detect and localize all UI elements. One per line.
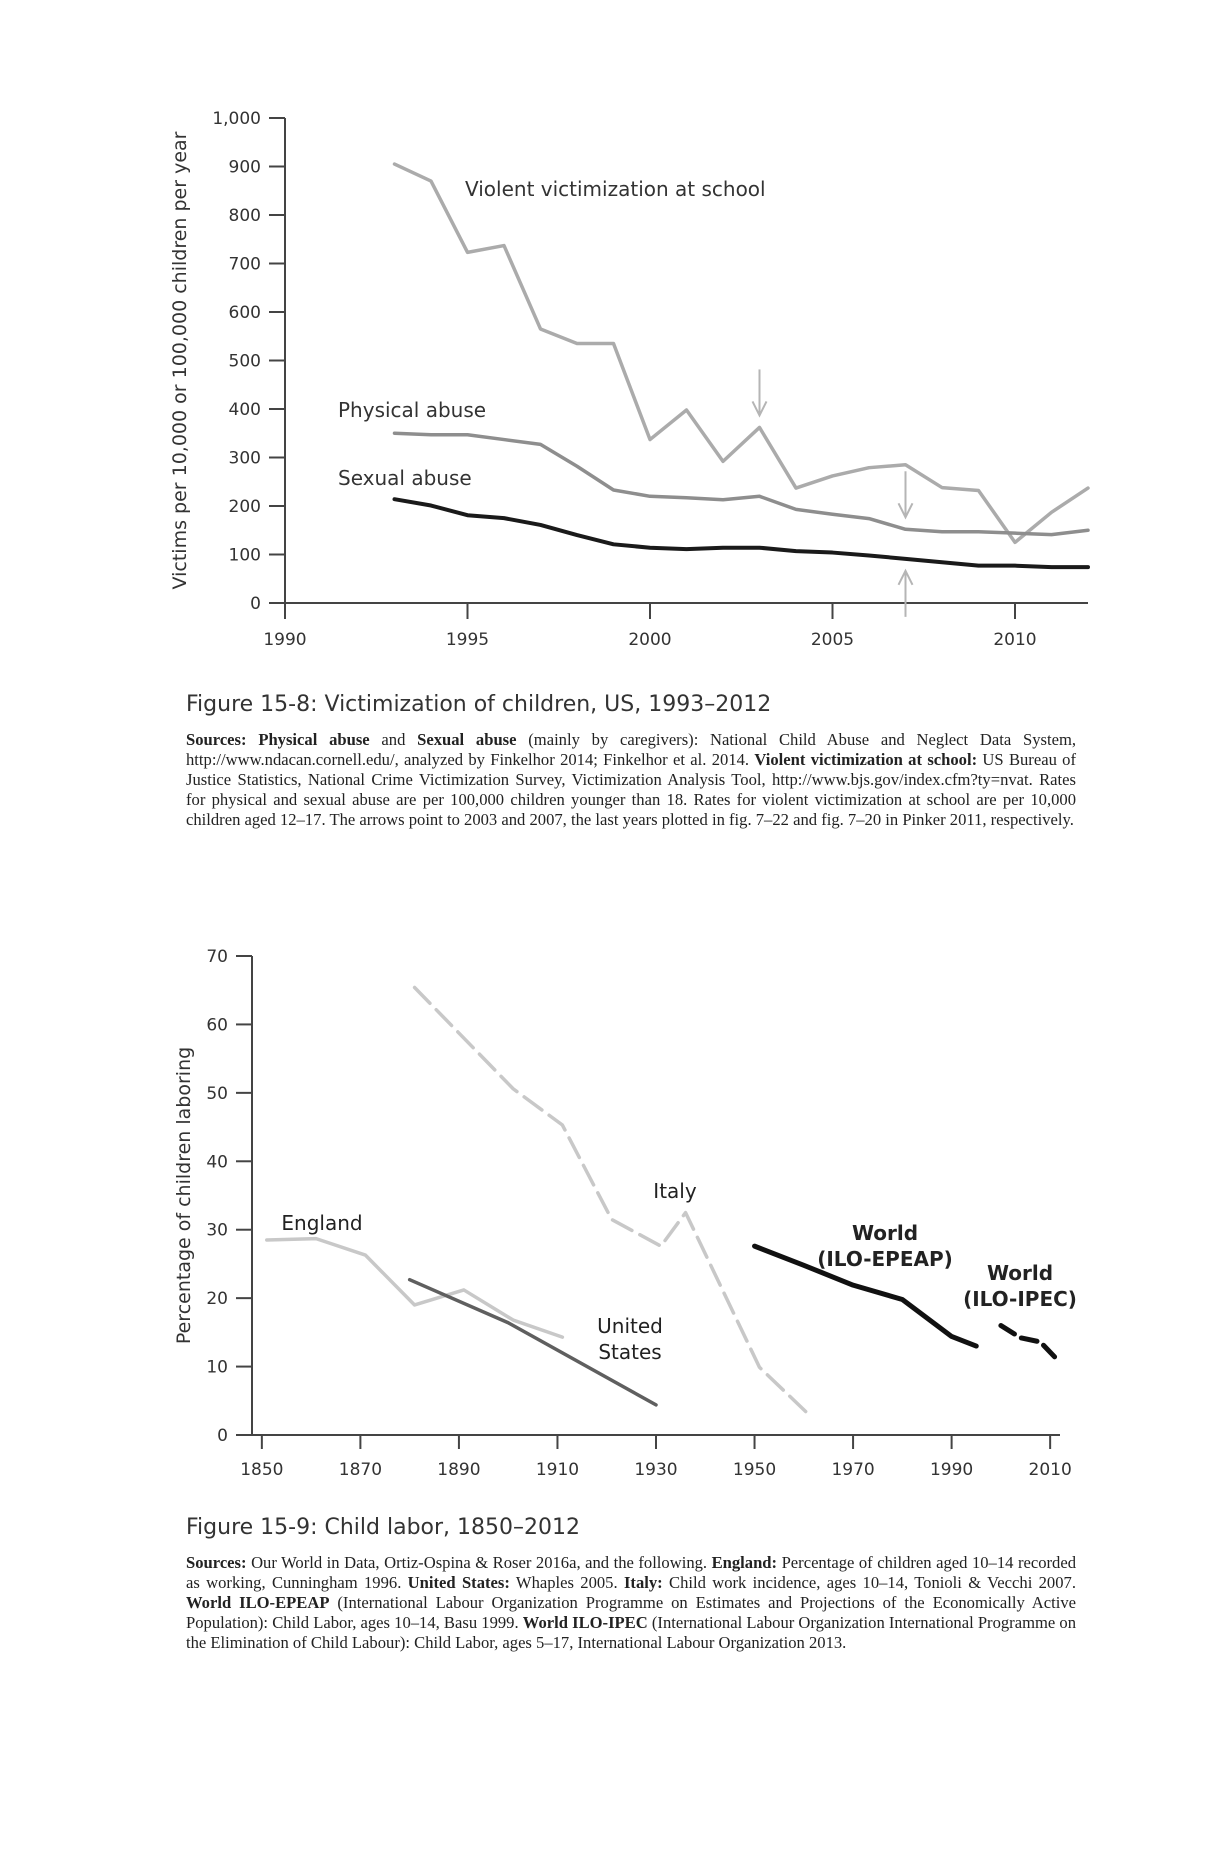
- series-line-united-states: [407, 1277, 658, 1407]
- y-tick-label: 800: [229, 206, 261, 226]
- source-term: Sexual abuse: [417, 730, 517, 749]
- series-label-line: (ILO-EPEAP): [817, 1247, 953, 1271]
- child-labor-chart-svg: 0 10 20 30 40 50 60 70 1850 1870 1890 1910 1930 1950 1…: [173, 947, 1077, 1480]
- x-tick-label: 1950: [733, 1460, 776, 1480]
- series-label-line: States: [598, 1340, 661, 1364]
- y-tick-label: 50: [206, 1084, 228, 1104]
- source-term: England:: [711, 1553, 778, 1572]
- x-tick-label: 2010: [1029, 1460, 1072, 1480]
- y-tick-label: 0: [250, 594, 261, 614]
- series-label-england: England: [281, 1211, 362, 1235]
- y-tick-label: 60: [206, 1015, 228, 1035]
- x-tick-label: 1995: [446, 630, 489, 650]
- series-label-line: England: [281, 1211, 362, 1235]
- arrow-2007-up: [897, 568, 914, 617]
- series-line-italy: [412, 985, 811, 1417]
- y-tick-label: 300: [229, 449, 261, 469]
- series-line-world-ilo-ipec: [998, 1323, 1063, 1365]
- victimization-chart-svg: 0 100 200 300 400 500 600 700 800 900 1,000 1990 199…: [169, 109, 1090, 650]
- y-tick-label: 20: [206, 1289, 228, 1309]
- figure-15-8-title: Figure 15-8: Victimization of children, …: [186, 692, 772, 717]
- y-tick-label: 0: [217, 1426, 228, 1446]
- sources-label: Sources:: [186, 1553, 247, 1572]
- x-tick-label: 1990: [930, 1460, 973, 1480]
- source-term: World ILO-EPEAP: [186, 1593, 330, 1612]
- y-tick-label: 200: [229, 497, 261, 517]
- y-tick-label: 40: [206, 1152, 228, 1172]
- sources-label: Sources:: [186, 730, 247, 749]
- y-tick-label: 70: [206, 947, 228, 967]
- figure-15-8-sources: Sources: Physical abuse and Sexual abuse…: [186, 730, 1076, 830]
- x-tick-label: 1910: [536, 1460, 579, 1480]
- series-line-world-ilo-epeap: [752, 1243, 979, 1349]
- arrow-head: [751, 400, 768, 418]
- x-tick-label: 1970: [831, 1460, 874, 1480]
- series-line-england: [265, 1236, 565, 1339]
- source-term: United States:: [407, 1573, 510, 1592]
- y-axis-label: Percentage of children laboring: [173, 1047, 195, 1344]
- x-tick-label: 1850: [240, 1460, 283, 1480]
- x-tick-label: 2000: [628, 630, 671, 650]
- series-line-sexual-abuse: [392, 497, 1090, 570]
- source-text: (International Labour Organization Inter…: [186, 1613, 1077, 1652]
- series-label-violent-victimization-at-school: Violent victimization at school: [465, 177, 766, 201]
- source-term: Violent victimization at school:: [754, 750, 978, 769]
- y-tick-label: 100: [229, 546, 261, 566]
- source-term: World ILO-IPEC: [522, 1613, 648, 1632]
- series-line-violent-victimization-at-school: [392, 162, 1090, 545]
- series-label-line: United: [597, 1314, 663, 1338]
- source-term: Italy:: [623, 1573, 663, 1592]
- series-label-line: Italy: [653, 1179, 697, 1203]
- series-label-sexual-abuse: Sexual abuse: [338, 466, 472, 490]
- x-tick-label: 1990: [263, 630, 306, 650]
- series-label-physical-abuse: Physical abuse: [338, 398, 486, 422]
- x-tick-label: 2005: [811, 630, 854, 650]
- source-text: US Bureau of Justice Statistics, Nationa…: [186, 750, 1076, 829]
- x-tick-label: 2010: [993, 630, 1036, 650]
- source-text: Percentage of children aged 10–14 record…: [186, 1553, 1076, 1592]
- arrow-head: [897, 502, 914, 520]
- y-tick-label: 400: [229, 400, 261, 420]
- y-tick-label: 30: [206, 1221, 228, 1241]
- source-term: Physical abuse: [258, 730, 370, 749]
- source-text: and: [369, 730, 418, 749]
- source-text: (International Labour Organization Progr…: [186, 1593, 1076, 1632]
- arrow-2007-down: [897, 471, 914, 520]
- series-label-line: World: [852, 1221, 918, 1245]
- series-label-world-ilo-epeap: World (ILO-EPEAP): [817, 1221, 953, 1271]
- source-text: Whaples 2005.: [509, 1573, 624, 1592]
- arrow-head: [897, 568, 914, 586]
- figure-15-9-sources: Sources: Our World in Data, Ortiz-Ospina…: [186, 1553, 1076, 1653]
- arrow-2003-down: [751, 369, 768, 418]
- series-label-united-states: United States: [597, 1314, 663, 1364]
- y-tick-label: 1,000: [212, 109, 261, 129]
- y-tick-label: 10: [206, 1358, 228, 1378]
- x-tick-label: 1930: [634, 1460, 677, 1480]
- series-line-physical-abuse: [392, 431, 1090, 537]
- y-tick-label: 600: [229, 303, 261, 323]
- source-text: Child work incidence, ages 10–14, Toniol…: [662, 1573, 1076, 1592]
- y-tick-label: 900: [229, 158, 261, 178]
- series-label-line: (ILO-IPEC): [963, 1287, 1077, 1311]
- y-axis-label: Victims per 10,000 or 100,000 children p…: [169, 131, 191, 589]
- x-tick-label: 1870: [339, 1460, 382, 1480]
- source-text: Our World in Data, Ortiz-Ospina & Roser …: [246, 1553, 712, 1572]
- source-text: (mainly by caregivers): National Child A…: [186, 730, 1076, 769]
- x-tick-label: 1890: [437, 1460, 480, 1480]
- figure-15-9-title: Figure 15-9: Child labor, 1850–2012: [186, 1515, 581, 1540]
- child-labor-chart: 0 10 20 30 40 50 60 70 1850 1870 1890 1910 1930 1950 1…: [0, 940, 1225, 1500]
- series-label-line: World: [987, 1261, 1053, 1285]
- y-tick-label: 500: [229, 352, 261, 372]
- series-label-world-ilo-ipec: World (ILO-IPEC): [963, 1261, 1077, 1311]
- series-label-italy: Italy: [653, 1179, 697, 1203]
- victimization-chart: 0 100 200 300 400 500 600 700 800 900 1,000 1990 199…: [0, 0, 1225, 660]
- y-tick-label: 700: [229, 255, 261, 275]
